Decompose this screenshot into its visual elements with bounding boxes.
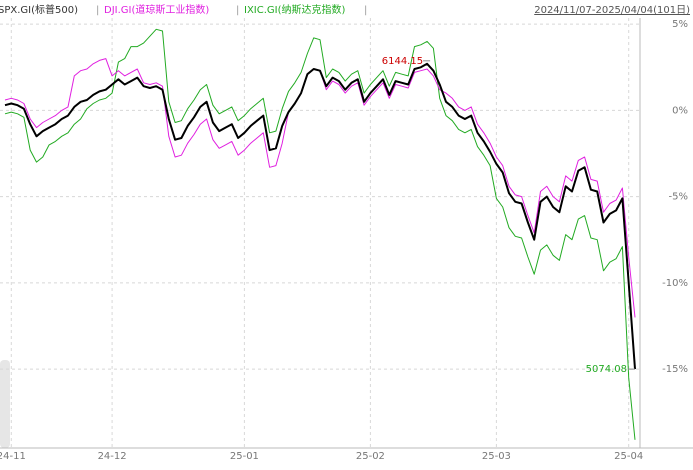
x-tick-label: 24-11 [0, 451, 26, 462]
y-tick-label: -5% [669, 192, 688, 203]
legend-entry: SPX.GI(标普500) [0, 3, 78, 16]
series-line [4, 62, 636, 370]
y-tick-label: -10% [662, 278, 688, 289]
y-tick-label: 5% [672, 19, 688, 30]
x-tick-label: 25-04 [614, 451, 643, 462]
legend-entry: IXIC.GI(纳斯达克指数) [244, 3, 346, 16]
x-tick-label: 25-01 [230, 451, 259, 462]
separator: | [364, 5, 367, 16]
separator: | [236, 5, 239, 16]
y-tick-label: -15% [662, 364, 688, 375]
annotation: 6144.15 [382, 56, 423, 67]
x-tick-label: 25-02 [356, 451, 385, 462]
legend-entry: DJI.GI(道琼斯工业指数) [104, 3, 209, 16]
series-line [4, 28, 636, 440]
x-tick-label: 24-12 [98, 451, 127, 462]
x-tick-label: 25-03 [482, 451, 511, 462]
separator: | [96, 5, 99, 16]
annotation: 5074.08 [586, 364, 627, 375]
date-range[interactable]: 2024/11/07-2025/04/04(101日) [534, 5, 690, 16]
y-tick-label: 0% [672, 105, 688, 116]
scrollbar[interactable] [0, 360, 10, 448]
